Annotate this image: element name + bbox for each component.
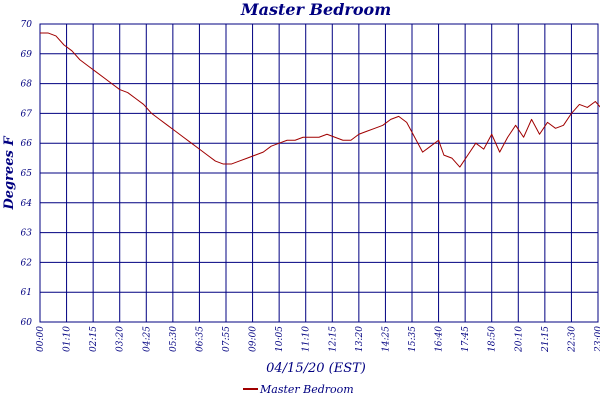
y-tick-label: 63 [21,229,33,239]
plot-grid [39,23,599,323]
x-tick-label: 05:30 [169,326,179,352]
x-tick-label: 15:35 [408,326,418,352]
x-tick-label: 17:45 [461,326,471,352]
x-tick-label: 09:00 [249,326,259,352]
x-tick-label: 02:15 [89,326,99,352]
chart-title: Master Bedroom [240,0,391,19]
y-tick-label: 69 [21,50,33,60]
x-tick-label: 21:15 [541,326,551,353]
x-tick-label: 12:15 [328,326,338,352]
x-tick-label: 06:35 [195,326,205,352]
x-tick-label: 04:25 [142,326,152,352]
x-tick-label: 00:00 [36,326,46,352]
y-tick-label: 67 [21,109,33,119]
x-tick-label: 11:10 [302,326,312,352]
x-tick-label: 23:00 [594,326,600,353]
y-tick-label: 68 [21,80,33,90]
x-tick-label: 16:40 [435,326,445,352]
x-tick-label: 14:25 [381,326,391,352]
plot-frame [39,23,599,323]
legend: Master Bedroom [243,383,354,396]
x-tick-label: 22:30 [567,326,577,353]
y-tick-label: 65 [21,169,33,179]
y-tick-label: 61 [21,288,32,298]
y-tick-label: 70 [21,20,33,30]
x-tick-label: 20:10 [514,326,524,353]
y-tick-label: 62 [21,258,33,268]
y-tick-label: 66 [21,139,33,149]
x-axis-ticks: 00:00 01:10 02:15 03:20 04:25 05:30 06:35 07:55… [36,326,600,353]
x-tick-label: 10:05 [275,326,285,352]
y-tick-label: 60 [21,318,33,328]
y-axis-label: Degrees F [2,136,17,211]
legend-label: Master Bedroom [259,383,354,396]
x-tick-label: 18:50 [488,326,498,352]
y-axis-ticks: 60 61 62 63 64 65 66 67 68 69 70 [21,20,33,328]
x-tick-label: 07:55 [222,326,232,352]
x-tick-label: 13:20 [355,326,365,352]
series-layer [40,32,600,168]
x-axis-label: 04/15/20 (EST) [266,361,366,376]
x-tick-label: 03:20 [116,326,126,352]
y-tick-label: 64 [21,199,33,209]
series-line [40,32,600,168]
x-tick-label: 01:10 [63,326,73,352]
